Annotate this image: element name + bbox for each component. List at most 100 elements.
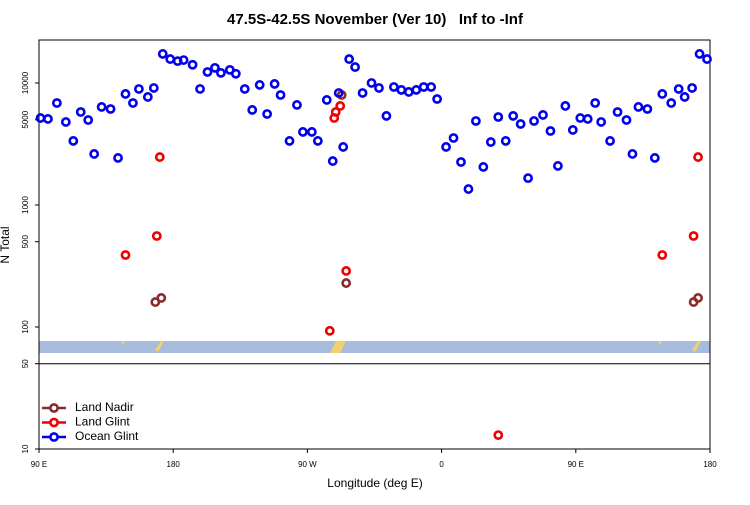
x-tick-label: 90 W — [298, 460, 317, 469]
data-point — [374, 83, 384, 93]
data-point — [247, 105, 258, 115]
data-point — [96, 102, 107, 112]
plot-frame — [38, 39, 711, 450]
data-point — [485, 137, 496, 147]
data-point — [306, 127, 317, 137]
data-point — [693, 152, 703, 162]
data-point — [694, 49, 705, 59]
data-point — [515, 119, 526, 129]
legend-marker — [49, 417, 59, 428]
x-tick-label: 90 E — [31, 460, 47, 469]
data-point — [128, 98, 138, 108]
data-point — [470, 116, 481, 126]
data-point — [523, 173, 533, 184]
data-point — [333, 88, 344, 98]
data-point — [341, 266, 352, 276]
data-point — [83, 115, 94, 125]
data-point — [633, 102, 644, 112]
data-point — [284, 136, 295, 146]
data-point — [396, 85, 407, 95]
legend-marker — [49, 403, 59, 413]
data-point — [344, 54, 355, 64]
data-point — [529, 116, 539, 126]
data-point — [216, 67, 226, 78]
y-tick-label: 10000 — [21, 71, 30, 94]
data-point — [254, 80, 265, 90]
x-tick-label: 180 — [703, 460, 717, 469]
data-point — [35, 113, 46, 123]
data-point — [388, 82, 399, 92]
data-point — [357, 88, 368, 98]
data-point — [538, 110, 548, 120]
data-point — [60, 117, 71, 127]
data-point — [432, 94, 443, 104]
data-point — [51, 98, 62, 108]
data-point — [269, 79, 280, 89]
y-tick-label: 10 — [21, 444, 30, 453]
data-point — [381, 111, 392, 121]
data-point — [151, 231, 162, 241]
data-point — [148, 83, 159, 93]
legend-label: Land Nadir — [75, 400, 134, 414]
data-point — [210, 62, 220, 73]
data-point — [426, 82, 437, 92]
band-mark — [658, 341, 662, 345]
data-point — [596, 117, 607, 127]
data-point — [411, 85, 422, 95]
data-point — [239, 84, 250, 94]
data-point — [312, 136, 323, 146]
y-tick-label: 100 — [21, 320, 30, 334]
data-point — [688, 231, 699, 241]
y-tick-label: 5000 — [21, 110, 30, 128]
y-tick-label: 1000 — [21, 196, 30, 214]
data-point — [666, 98, 677, 108]
x-axis-label: Longitude (deg E) — [327, 476, 422, 490]
data-point — [567, 125, 578, 135]
data-point — [553, 161, 563, 171]
data-point — [202, 67, 213, 77]
data-point — [627, 149, 638, 159]
data-point — [508, 111, 519, 121]
data-point — [590, 98, 601, 108]
data-point — [330, 107, 341, 117]
y-tick-label: 500 — [21, 234, 30, 248]
data-point — [621, 115, 632, 125]
legend-label: Ocean Glint — [75, 429, 139, 443]
data-point — [105, 104, 116, 114]
data-point — [575, 113, 586, 123]
legend-label: Land Glint — [75, 415, 130, 429]
data-point — [612, 107, 623, 117]
data-point — [642, 104, 653, 114]
data-point — [478, 162, 489, 172]
data-point — [403, 87, 414, 97]
x-tick-label: 180 — [167, 460, 181, 469]
data-point — [463, 184, 474, 194]
data-point — [702, 54, 712, 64]
x-tick-label: 0 — [439, 460, 444, 469]
data-point — [154, 152, 165, 162]
data-point — [605, 136, 615, 146]
data-point — [165, 54, 176, 64]
band-mark — [692, 341, 701, 352]
data-point — [292, 100, 302, 110]
band-mark — [121, 341, 125, 345]
data-point — [230, 68, 241, 79]
data-point — [649, 153, 660, 163]
data-point — [679, 92, 690, 102]
data-point — [493, 430, 504, 440]
data-point — [142, 92, 153, 102]
data-point — [693, 293, 703, 303]
coverage-band — [39, 341, 710, 353]
data-point — [324, 325, 335, 336]
data-point — [418, 82, 429, 92]
data-point — [262, 109, 273, 119]
data-point — [350, 62, 361, 72]
data-point — [657, 89, 668, 99]
data-point — [68, 136, 79, 146]
data-point — [545, 126, 556, 136]
band-mark — [330, 341, 346, 353]
data-point — [687, 83, 698, 93]
data-point — [120, 250, 131, 260]
data-point — [321, 95, 332, 105]
